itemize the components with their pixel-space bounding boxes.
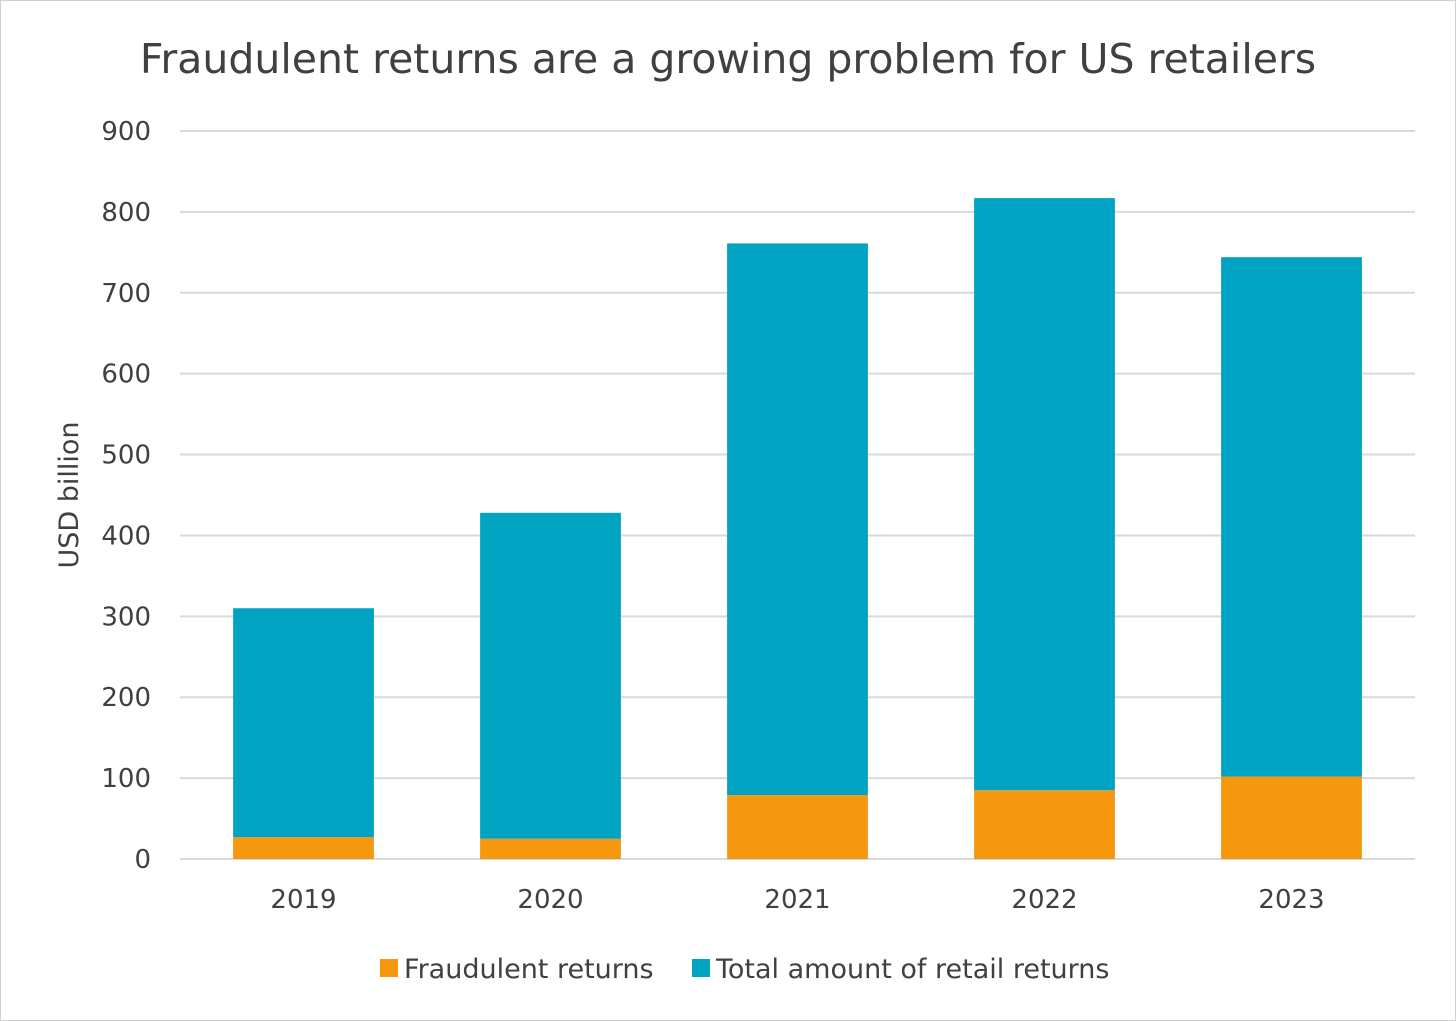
legend-label-total-amount-of-retail-returns: Total amount of retail returns: [715, 954, 1109, 985]
y-axis-ticks: 0 100 200 300 400 500 600 700 800 900: [101, 117, 151, 875]
y-tick-label: 500: [101, 441, 151, 471]
bar-fraudulent-returns-2020: [480, 838, 621, 859]
x-tick-label: 2022: [1011, 885, 1077, 915]
y-tick-label: 600: [101, 360, 151, 390]
y-tick-label: 100: [101, 764, 151, 794]
bar-total-amount-of-retail-returns-2019: [233, 608, 374, 838]
y-axis-label: USD billion: [54, 421, 85, 568]
x-tick-label: 2020: [517, 885, 583, 915]
legend: Fraudulent returns Total amount of retail…: [380, 954, 1109, 985]
x-tick-label: 2021: [764, 885, 830, 915]
y-tick-label: 200: [101, 683, 151, 713]
x-tick-label: 2019: [270, 885, 336, 915]
legend-swatch-total-amount-of-retail-returns: [692, 959, 710, 977]
bar-fraudulent-returns-2019: [233, 837, 374, 859]
bar-total-amount-of-retail-returns-2021: [727, 243, 868, 796]
legend-label-fraudulent-returns: Fraudulent returns: [404, 954, 654, 985]
bar-total-amount-of-retail-returns-2022: [974, 198, 1115, 791]
chart-title: Fraudulent returns are a growing problem…: [140, 35, 1316, 83]
y-tick-label: 0: [134, 845, 151, 875]
bars: [233, 198, 1362, 859]
bar-fraudulent-returns-2022: [974, 790, 1115, 859]
y-tick-label: 400: [101, 521, 151, 551]
y-tick-label: 900: [101, 117, 151, 147]
bar-total-amount-of-retail-returns-2020: [480, 512, 621, 839]
bar-total-amount-of-retail-returns-2023: [1221, 257, 1362, 777]
y-tick-label: 700: [101, 279, 151, 309]
y-tick-label: 800: [101, 198, 151, 228]
y-tick-label: 300: [101, 602, 151, 632]
x-tick-label: 2023: [1258, 885, 1324, 915]
bar-fraudulent-returns-2021: [727, 795, 868, 859]
x-axis-ticks: 2019 2020 2021 2022 2023: [270, 885, 1324, 915]
bar-fraudulent-returns-2023: [1221, 776, 1362, 859]
gridlines: [180, 130, 1415, 860]
legend-swatch-fraudulent-returns: [380, 959, 398, 977]
